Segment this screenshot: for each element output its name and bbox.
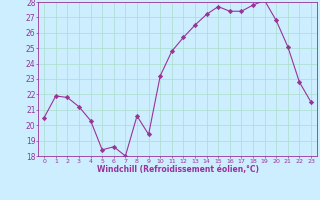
X-axis label: Windchill (Refroidissement éolien,°C): Windchill (Refroidissement éolien,°C): [97, 165, 259, 174]
